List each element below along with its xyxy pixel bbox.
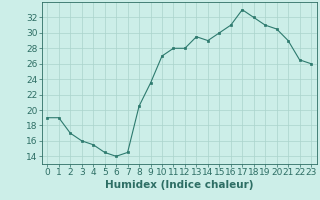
X-axis label: Humidex (Indice chaleur): Humidex (Indice chaleur) <box>105 180 253 190</box>
